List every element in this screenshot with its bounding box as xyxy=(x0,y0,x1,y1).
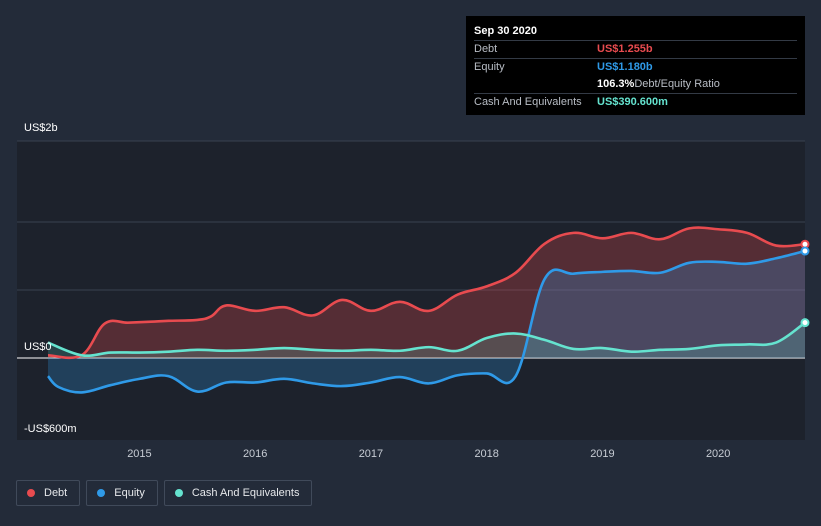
line-cash xyxy=(47,321,806,357)
grid-lines xyxy=(17,140,805,359)
area-cash xyxy=(48,322,805,358)
legend-dot-cash xyxy=(174,489,183,497)
legend-item-equity[interactable]: Equity xyxy=(86,480,158,506)
area-equity xyxy=(48,251,805,393)
series-areas xyxy=(48,227,805,393)
line-debt xyxy=(47,226,806,360)
tooltip-panel: Sep 30 2020 Debt US$1.255b Equity US$1.1… xyxy=(466,16,805,115)
x-tick-label: 2017 xyxy=(359,448,383,460)
legend-dot-debt xyxy=(27,489,35,497)
endpoint-cash xyxy=(800,318,810,328)
legend-label: Cash And Equivalents xyxy=(191,487,300,499)
series-endpoints xyxy=(800,239,810,328)
tooltip-label: Cash And Equivalents xyxy=(474,96,582,108)
tooltip-row-debt: Debt US$1.255b xyxy=(474,40,797,58)
tooltip-ratio-caption: Debt/Equity Ratio xyxy=(634,78,720,90)
tooltip-label xyxy=(474,76,597,93)
x-tick-label: 2018 xyxy=(474,448,498,460)
tooltip-value: US$1.180b xyxy=(597,61,653,73)
legend-label: Equity xyxy=(114,487,145,499)
endpoint-equity xyxy=(800,246,810,256)
legend-item-cash[interactable]: Cash And Equivalents xyxy=(163,480,313,506)
y-tick-label: -US$600m xyxy=(24,423,77,435)
series-lines xyxy=(46,226,806,394)
tooltip-row-cash: Cash And Equivalents US$390.600m xyxy=(474,93,797,111)
x-tick-label: 2016 xyxy=(243,448,267,460)
legend: Debt Equity Cash And Equivalents xyxy=(16,480,313,506)
x-tick-label: 2020 xyxy=(706,448,730,460)
x-tick-label: 2015 xyxy=(127,448,151,460)
x-tick-label: 2019 xyxy=(590,448,614,460)
tooltip-label: Equity xyxy=(474,61,505,73)
area-debt xyxy=(48,227,805,358)
legend-dot-equity xyxy=(97,489,106,497)
y-tick-label: US$0 xyxy=(24,341,52,353)
tooltip-value: US$390.600m xyxy=(597,96,668,108)
tooltip-value: 106.3% xyxy=(597,78,635,90)
y-axis-labels: US$2b US$0 -US$600m xyxy=(24,122,77,435)
line-equity xyxy=(46,249,806,394)
legend-item-debt[interactable]: Debt xyxy=(16,480,81,506)
tooltip-row-equity: Equity US$1.180b xyxy=(474,58,797,76)
y-tick-label: US$2b xyxy=(24,122,58,134)
tooltip-date: Sep 30 2020 xyxy=(474,25,537,37)
tooltip-value: US$1.255b xyxy=(597,43,653,55)
tooltip-label: Debt xyxy=(474,43,498,55)
tooltip-row-ratio: 106.3% Debt/Equity Ratio xyxy=(474,76,797,93)
x-axis-labels: 2015 2016 2017 2018 2019 2020 xyxy=(127,448,730,460)
legend-label: Debt xyxy=(44,487,68,499)
